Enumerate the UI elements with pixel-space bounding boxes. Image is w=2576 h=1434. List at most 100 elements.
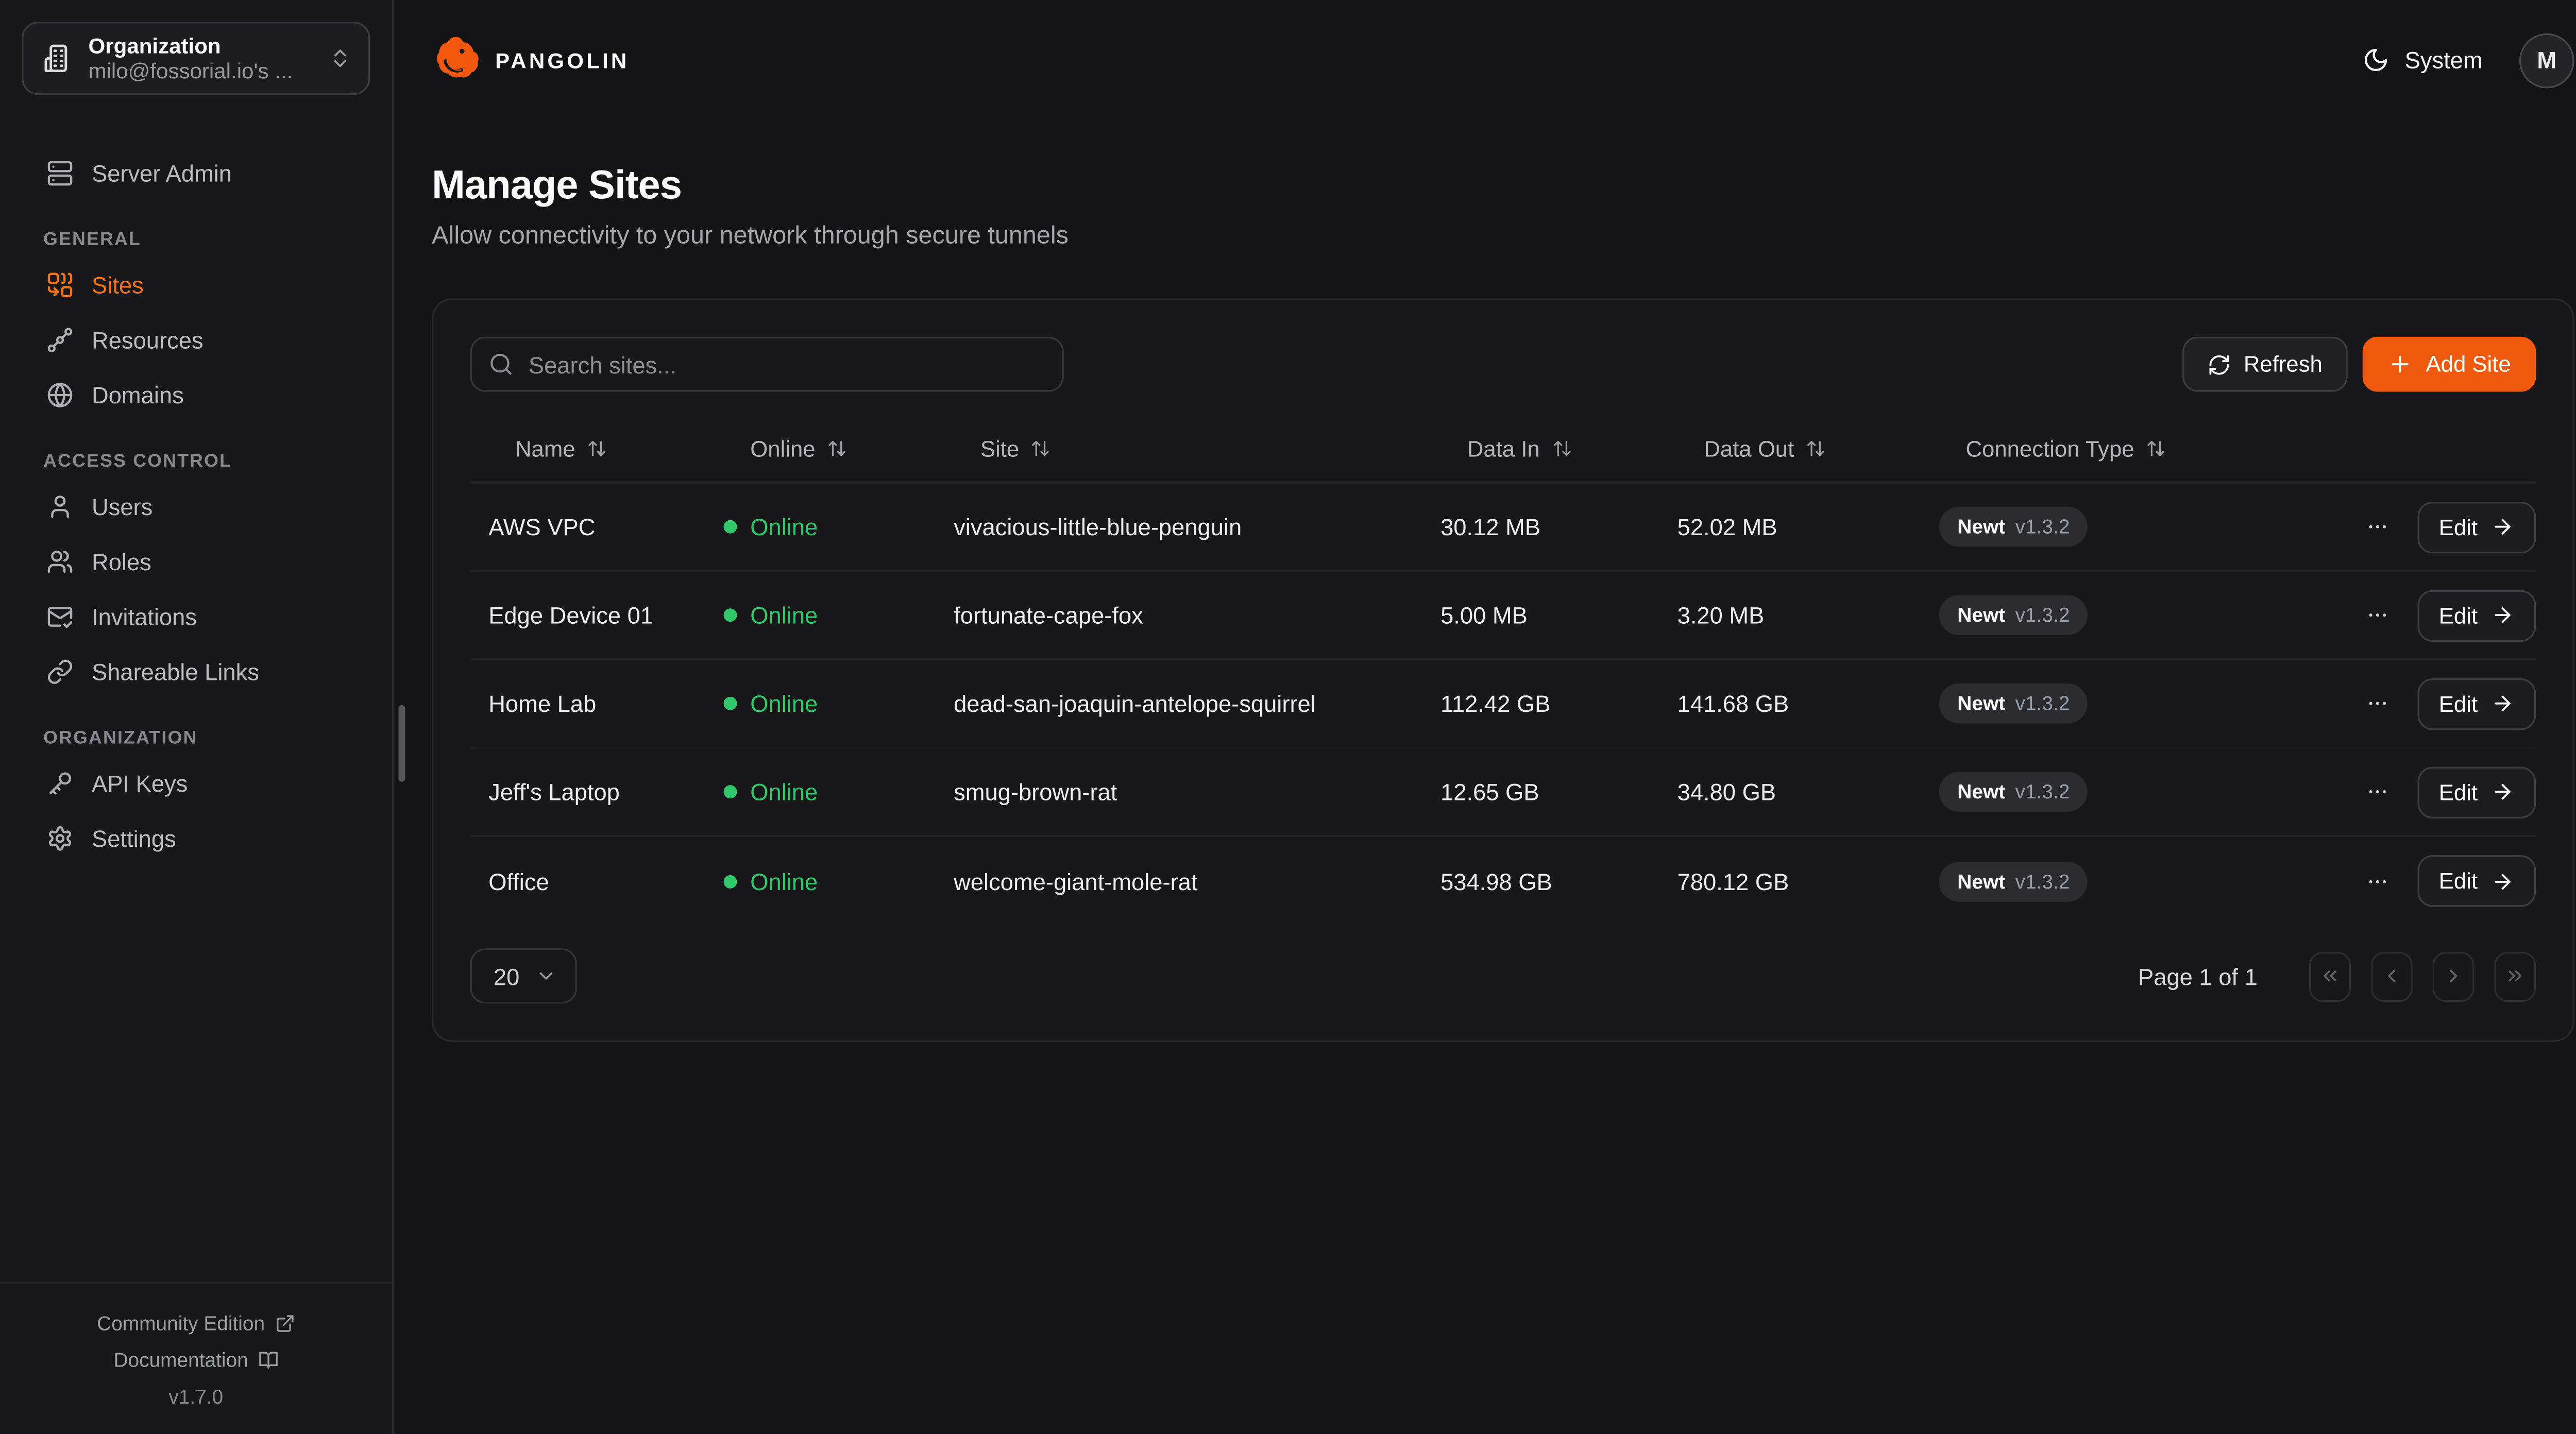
data-out-cell: 3.20 MB bbox=[1677, 602, 1765, 629]
online-status-label: Online bbox=[750, 602, 818, 629]
pagination: 20 Page 1 of 1 bbox=[470, 948, 2536, 1004]
user-icon bbox=[47, 493, 74, 520]
ellipsis-icon bbox=[2368, 613, 2386, 617]
online-status-label: Online bbox=[750, 690, 818, 717]
page-size-select[interactable]: 20 bbox=[470, 948, 577, 1004]
table-row: AWS VPC Online vivacious-little-blue-pen… bbox=[470, 483, 2536, 572]
data-in-cell: 534.98 GB bbox=[1440, 867, 1552, 895]
site-slug-cell: dead-san-joaquin-antelope-squirrel bbox=[954, 690, 1316, 717]
arrow-right-icon bbox=[2491, 604, 2514, 627]
sidebar-item-label: API Keys bbox=[91, 770, 188, 797]
key-icon bbox=[47, 770, 74, 797]
server-icon bbox=[47, 160, 74, 187]
data-in-cell: 112.42 GB bbox=[1440, 690, 1551, 717]
sidebar-item-label: Domains bbox=[91, 382, 184, 408]
data-in-cell: 12.65 GB bbox=[1440, 778, 1539, 806]
column-header-online[interactable]: Online bbox=[724, 436, 954, 461]
app-version: v1.7.0 bbox=[168, 1384, 224, 1408]
data-out-cell: 141.68 GB bbox=[1677, 690, 1789, 717]
edit-button[interactable]: Edit bbox=[2417, 766, 2536, 818]
page-title: Manage Sites bbox=[432, 163, 682, 209]
data-in-cell: 5.00 MB bbox=[1440, 602, 1528, 629]
online-status-dot bbox=[723, 608, 737, 622]
data-out-cell: 34.80 GB bbox=[1677, 778, 1776, 806]
sort-icon bbox=[1553, 440, 1570, 456]
row-menu-button[interactable] bbox=[2359, 685, 2395, 722]
search-input[interactable] bbox=[470, 336, 1064, 392]
section-title-access-control: ACCESS CONTROL bbox=[43, 452, 232, 472]
first-page-button[interactable] bbox=[2309, 951, 2351, 1001]
brand-name: PANGOLIN bbox=[495, 47, 630, 73]
sidebar-item-shareable-links[interactable]: Shareable Links bbox=[25, 652, 370, 692]
edit-button[interactable]: Edit bbox=[2417, 501, 2536, 553]
combine-icon bbox=[47, 272, 74, 299]
sidebar-item-roles[interactable]: Roles bbox=[25, 542, 370, 582]
sidebar-item-label: Roles bbox=[91, 548, 151, 575]
community-edition-link[interactable]: Community Edition bbox=[0, 1304, 392, 1341]
documentation-link[interactable]: Documentation bbox=[0, 1341, 392, 1378]
online-status-dot bbox=[723, 785, 737, 799]
edit-button[interactable]: Edit bbox=[2417, 677, 2536, 729]
brand: PANGOLIN bbox=[432, 35, 629, 85]
sidebar-item-resources[interactable]: Resources bbox=[25, 320, 370, 360]
online-status-label: Online bbox=[750, 867, 818, 895]
online-status-dot bbox=[723, 874, 737, 888]
site-slug-cell: fortunate-cape-fox bbox=[954, 602, 1143, 629]
site-name-cell: Office bbox=[488, 867, 549, 895]
row-menu-button[interactable] bbox=[2359, 774, 2395, 810]
building-icon bbox=[43, 43, 73, 73]
table-row: Home Lab Online dead-san-joaquin-antelop… bbox=[470, 660, 2536, 749]
chevrons-right-icon bbox=[2509, 970, 2522, 982]
sidebar-item-domains[interactable]: Domains bbox=[25, 375, 370, 415]
sites-toolbar: Refresh Add Site bbox=[470, 336, 2536, 392]
column-header-connection-type[interactable]: Connection Type bbox=[1939, 436, 2256, 461]
online-status-label: Online bbox=[750, 513, 818, 540]
online-status-cell: Online bbox=[723, 867, 954, 895]
arrow-right-icon bbox=[2491, 515, 2514, 538]
sidebar: Organization milo@fossorial.io's ... Ser… bbox=[0, 0, 405, 1434]
column-header-name[interactable]: Name bbox=[488, 436, 723, 461]
edit-button[interactable]: Edit bbox=[2417, 589, 2536, 641]
sidebar-nav: Server Admin GENERAL Sites Resources Dom bbox=[0, 117, 392, 859]
edit-button[interactable]: Edit bbox=[2417, 855, 2536, 907]
main-content: PANGOLIN System M Manage Sites Allow con… bbox=[393, 0, 2576, 1434]
theme-toggle[interactable]: System bbox=[2363, 47, 2483, 74]
org-label: Organization bbox=[88, 33, 221, 59]
avatar[interactable]: M bbox=[2519, 32, 2574, 88]
site-slug-cell: smug-brown-rat bbox=[954, 778, 1117, 806]
row-menu-button[interactable] bbox=[2359, 863, 2395, 899]
sidebar-item-api-keys[interactable]: API Keys bbox=[25, 763, 370, 804]
column-header-data-in[interactable]: Data In bbox=[1440, 436, 1677, 461]
online-status-cell: Online bbox=[723, 690, 954, 717]
sidebar-item-settings[interactable]: Settings bbox=[25, 818, 370, 859]
data-in-cell: 30.12 MB bbox=[1440, 513, 1541, 540]
sidebar-resize-handle[interactable] bbox=[398, 705, 405, 782]
sidebar-footer: Community Edition Documentation v1.7.0 bbox=[0, 1281, 392, 1434]
prev-page-button[interactable] bbox=[2370, 951, 2413, 1001]
site-slug-cell: vivacious-little-blue-penguin bbox=[954, 513, 1242, 540]
sidebar-item-users[interactable]: Users bbox=[25, 487, 370, 527]
row-menu-button[interactable] bbox=[2359, 508, 2395, 545]
sidebar-item-label: Server Admin bbox=[91, 160, 232, 187]
section-title-organization: ORGANIZATION bbox=[43, 728, 198, 749]
moon-icon bbox=[2363, 47, 2390, 74]
column-header-data-out[interactable]: Data Out bbox=[1677, 436, 1939, 461]
online-status-label: Online bbox=[750, 778, 818, 806]
connection-type-badge: Newt v1.3.2 bbox=[1939, 861, 2088, 901]
sidebar-item-sites[interactable]: Sites bbox=[25, 265, 370, 305]
column-header-site[interactable]: Site bbox=[954, 436, 1440, 461]
org-selector[interactable]: Organization milo@fossorial.io's ... bbox=[22, 22, 370, 95]
site-slug-cell: welcome-giant-mole-rat bbox=[954, 867, 1198, 895]
row-menu-button[interactable] bbox=[2359, 597, 2395, 634]
last-page-button[interactable] bbox=[2494, 951, 2536, 1001]
refresh-button[interactable]: Refresh bbox=[2182, 336, 2348, 392]
next-page-button[interactable] bbox=[2432, 951, 2475, 1001]
arrow-right-icon bbox=[2491, 780, 2514, 804]
external-link-icon bbox=[275, 1313, 295, 1333]
sidebar-item-invitations[interactable]: Invitations bbox=[25, 597, 370, 637]
ellipsis-icon bbox=[2368, 702, 2386, 705]
sidebar-item-server-admin[interactable]: Server Admin bbox=[25, 153, 370, 194]
add-site-button[interactable]: Add Site bbox=[2362, 336, 2536, 392]
sort-icon bbox=[588, 440, 605, 456]
page-subtitle: Allow connectivity to your network throu… bbox=[432, 221, 1069, 250]
